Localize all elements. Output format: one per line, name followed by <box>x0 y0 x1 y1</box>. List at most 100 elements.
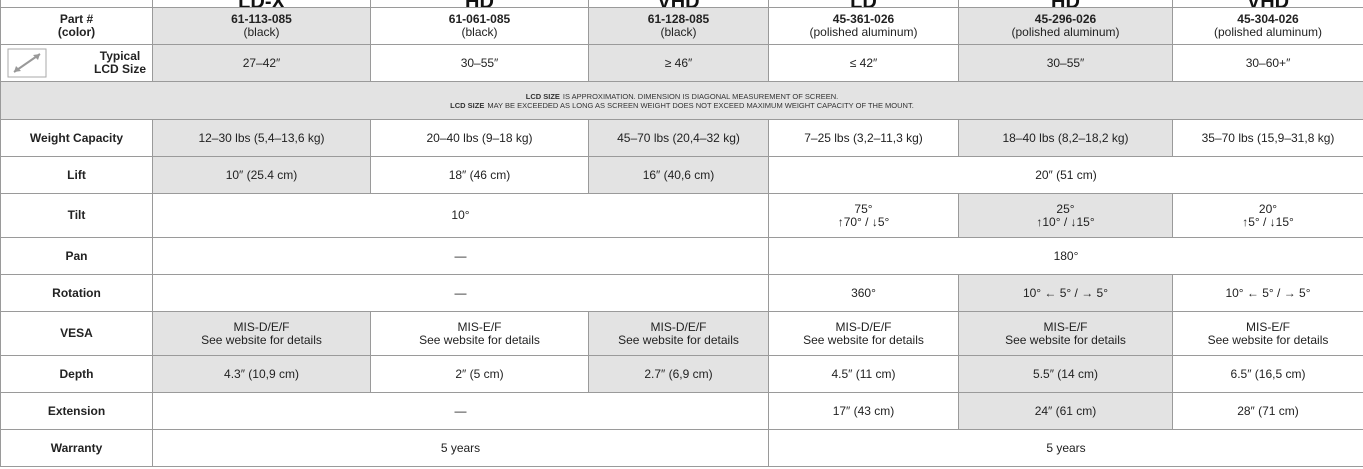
cell-line: 25° <box>1056 201 1075 216</box>
cell: 18–40 lbs (8,2–18,2 kg) <box>958 119 1173 157</box>
cell-line: 16″ (40,6 cm) <box>642 167 715 182</box>
row-label: Weight Capacity <box>0 119 153 157</box>
cell: MIS-D/E/F See website for details <box>768 311 959 356</box>
cell-line: 45-361-026 <box>832 12 895 26</box>
cell: — <box>152 237 769 275</box>
label-line: Pan <box>65 248 88 263</box>
cell-line: 30–55″ <box>460 55 499 70</box>
cell: ≥ 46″ <box>588 44 769 82</box>
row-label: Extension <box>0 392 153 430</box>
cell: 30–60+″ <box>1172 44 1363 82</box>
series-name: VHD <box>1174 0 1363 7</box>
cell-line: ≤ 42″ <box>849 55 878 70</box>
cell-line: 5.5″ (14 cm) <box>1033 366 1098 381</box>
cell-line: 180° <box>1053 248 1079 263</box>
cell: 2.7″ (6,9 cm) <box>588 355 769 393</box>
header-cell: HD <box>958 0 1173 8</box>
series-name: VHD <box>590 0 768 7</box>
cell: 45-304-026 (polished aluminum) <box>1172 7 1363 45</box>
label-line: (color) <box>57 25 96 39</box>
cell-line: 27–42″ <box>242 55 281 70</box>
cell-line: 20–40 lbs (9–18 kg) <box>426 130 533 145</box>
cell-line: 4.5″ (11 cm) <box>831 366 896 381</box>
cell: MIS-D/E/F See website for details <box>588 311 769 356</box>
cell-line: 61-128-085 <box>647 12 710 26</box>
cell-line: 45-296-026 <box>1034 12 1097 26</box>
cell-line: See website for details <box>1207 332 1329 347</box>
header-cell: VHD <box>1172 0 1363 8</box>
cell-line: 45–70 lbs (20,4–32 kg) <box>617 130 740 145</box>
cell: MIS-E/F See website for details <box>370 311 589 356</box>
note-line: LCD SIZE MAY BE EXCEEDED AS LONG AS SCREE… <box>5 101 1359 110</box>
cell-line: (black) <box>461 25 498 39</box>
cell-line: 30–60+″ <box>1245 55 1291 70</box>
row-label: Tilt <box>0 193 153 238</box>
cell-line: — <box>454 403 467 418</box>
cell: 27–42″ <box>152 44 371 82</box>
note-text: IS APPROXIMATION. DIMENSION IS DIAGONAL … <box>562 91 839 101</box>
cell-line: 10° ← 5° / → 5° <box>1022 285 1109 300</box>
label-line: Depth <box>59 366 94 381</box>
cell-line: ↑5° / ↓15° <box>1242 214 1294 229</box>
cell-line: 17″ (43 cm) <box>832 403 895 418</box>
cell: 45-361-026 (polished aluminum) <box>768 7 959 45</box>
cell-line: See website for details <box>803 332 924 347</box>
cell: 5.5″ (14 cm) <box>958 355 1173 393</box>
cell-line: 5 years <box>1046 440 1086 455</box>
note-text: MAY BE EXCEEDED AS LONG AS SCREEN WEIGHT… <box>487 100 914 110</box>
cell-line: 5 years <box>440 440 481 455</box>
label-line: Lift <box>67 167 86 182</box>
cell-line: — <box>454 285 467 300</box>
cell: 61-061-085 (black) <box>370 7 589 45</box>
cell: MIS-E/F See website for details <box>1172 311 1363 356</box>
cell-line: ↑70° / ↓5° <box>837 214 890 229</box>
cell-line: 18–40 lbs (8,2–18,2 kg) <box>1002 130 1129 145</box>
cell-line: ≥ 46″ <box>664 55 693 70</box>
cell-line: See website for details <box>419 332 540 347</box>
cell: 2″ (5 cm) <box>370 355 589 393</box>
label-line: Part # <box>59 12 94 26</box>
cell: 35–70 lbs (15,9–31,8 kg) <box>1172 119 1363 157</box>
cell-line: MIS-D/E/F <box>233 319 290 334</box>
row-label: Rotation <box>0 274 153 312</box>
row-label: Part # (color) <box>0 7 153 45</box>
spec-row: Warranty 5 years 5 years <box>0 429 1363 467</box>
spec-row: Typical LCD Size 27–42″ 30–55″ ≥ 46″ ≤ 42″ 30–… <box>0 44 1363 82</box>
label-line: Tilt <box>67 208 86 222</box>
cell-line: 6.5″ (16,5 cm) <box>1230 366 1306 381</box>
cell-line: — <box>454 248 467 263</box>
cell-line: 10° ← 5° / → 5° <box>1225 285 1311 300</box>
label-line: Extension <box>47 403 106 418</box>
cell-line: 35–70 lbs (15,9–31,8 kg) <box>1201 130 1335 145</box>
header-cell: LD <box>768 0 959 8</box>
series-name: LD-X <box>154 0 370 7</box>
cell: 30–55″ <box>958 44 1173 82</box>
label-line: Typical <box>99 49 141 63</box>
cell: 20″ (51 cm) <box>768 156 1363 194</box>
header-cell <box>0 0 153 8</box>
cell-line: (black) <box>243 25 280 39</box>
spec-row: Pan — 180° <box>0 237 1363 275</box>
spec-row: Rotation — 360° 10° ← 5° / → 5° 10° ← 5° / →… <box>0 274 1363 312</box>
cell: 16″ (40,6 cm) <box>588 156 769 194</box>
spec-row: VESA MIS-D/E/F See website for details MIS-… <box>0 311 1363 356</box>
cell: 61-128-085 (black) <box>588 7 769 45</box>
spec-row: Part # (color) 61-113-085 (black) 61-061-085… <box>0 7 1363 45</box>
row-label: VESA <box>0 311 153 356</box>
series-name: LD <box>770 0 958 7</box>
spec-row: Weight Capacity 12–30 lbs (5,4–13,6 kg) 20… <box>0 119 1363 157</box>
cell: 6.5″ (16,5 cm) <box>1172 355 1363 393</box>
row-label: Depth <box>0 355 153 393</box>
cell: 45–70 lbs (20,4–32 kg) <box>588 119 769 157</box>
cell: 45-296-026 (polished aluminum) <box>958 7 1173 45</box>
label-line: LCD Size <box>93 62 146 76</box>
cell-line: See website for details <box>201 332 322 347</box>
cell: ≤ 42″ <box>768 44 959 82</box>
spec-row: Depth 4.3″ (10,9 cm) 2″ (5 cm) 2.7″ (6,9 cm… <box>0 355 1363 393</box>
cell: 75° ↑70° / ↓5° <box>768 193 959 238</box>
cell-line: MIS-E/F <box>1246 319 1290 334</box>
cell-line: 12–30 lbs (5,4–13,6 kg) <box>198 130 325 145</box>
cell: 10″ (25.4 cm) <box>152 156 371 194</box>
cell-line: ↑10° / ↓15° <box>1036 214 1095 229</box>
